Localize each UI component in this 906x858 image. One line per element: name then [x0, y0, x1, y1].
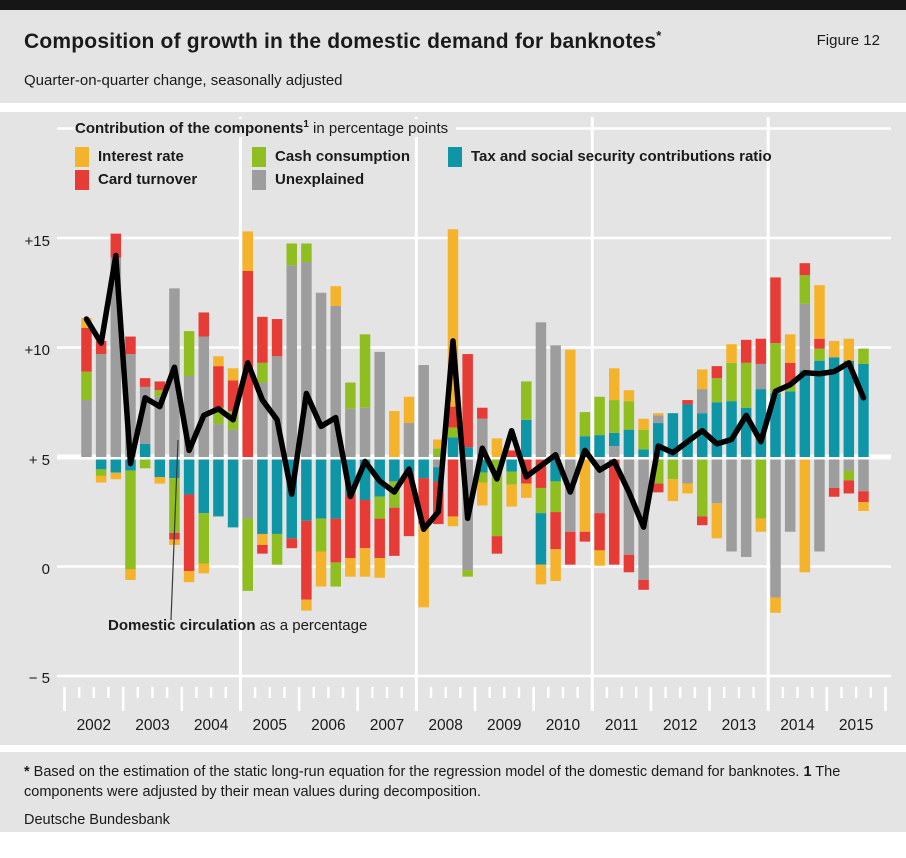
chart-canvas: 2002 2003 2004 2005 2006 2007 2008 2009 2010 2011… [57, 117, 891, 734]
svg-text:2003: 2003 [135, 717, 169, 734]
svg-text:2006: 2006 [311, 717, 345, 734]
legend-item-card-turnover: Card turnover [75, 170, 197, 190]
y-axis-tick-plus5: + 5 [28, 452, 50, 469]
footnote-ref-1: 1 [803, 764, 812, 780]
svg-text:2008: 2008 [428, 717, 462, 734]
figure-number-label: Figure 12 [816, 32, 880, 49]
legend-item-interest-rate: Interest rate [75, 147, 184, 167]
footnote-star: * [24, 764, 30, 780]
y-axis-tick-minus5: − 5 [28, 670, 50, 687]
chart-header: Composition of growth in the domestic de… [0, 10, 906, 103]
svg-text:2011: 2011 [605, 717, 638, 734]
legend-label: Unexplained [275, 170, 365, 188]
y-axis-tick-plus15: +15 [24, 233, 50, 250]
footnote-block: * Based on the estimation of the static … [0, 752, 906, 832]
footnote-part1: Based on the estimation of the static lo… [29, 764, 804, 780]
annotation-rest: as a percentage [255, 617, 368, 634]
top-divider-bar [0, 0, 906, 10]
title-text: Composition of growth in the domestic de… [24, 30, 657, 53]
legend-item-unexplained: Unexplained [252, 170, 364, 190]
title-asterisk: * [656, 28, 662, 43]
chart-panel: 2002 2003 2004 2005 2006 2007 2008 2009 2010 2011… [0, 112, 906, 796]
svg-text:2007: 2007 [370, 717, 404, 734]
source-label: Deutsche Bundesbank [24, 812, 170, 828]
svg-text:2015: 2015 [839, 717, 873, 734]
svg-text:2010: 2010 [546, 717, 581, 734]
y-axis-tick-zero: 0 [41, 561, 50, 578]
legend-label: Interest rate [98, 147, 184, 165]
footnote-part2: The components were adjusted by their me… [24, 764, 841, 800]
svg-text:2004: 2004 [194, 717, 229, 734]
legend-item-tax-ratio: Tax and social security contributions ra… [448, 147, 772, 167]
svg-text:2005: 2005 [252, 717, 286, 734]
chart-subtitle: Quarter-on-quarter change, seasonally ad… [24, 72, 343, 89]
svg-text:2002: 2002 [77, 717, 111, 734]
annotation-bold: Domestic circulation [108, 617, 256, 634]
legend-label: Card turnover [98, 170, 198, 188]
svg-text:2013: 2013 [722, 717, 756, 734]
legend-label: Cash consumption [275, 147, 411, 165]
svg-text:2012: 2012 [663, 717, 697, 734]
unexplained-swatch [252, 170, 266, 190]
legend-item-cash-consumption: Cash consumption [252, 147, 410, 167]
y-axis-tick-plus10: +10 [24, 342, 50, 359]
tax-ratio-swatch [448, 147, 462, 167]
cash-consumption-swatch [252, 147, 266, 167]
legend-title: Contribution of the components1 in perce… [75, 119, 457, 137]
footnote-text: * Based on the estimation of the static … [0, 752, 906, 802]
legend-title-footnote-ref: 1 [303, 119, 309, 130]
svg-text:2014: 2014 [780, 717, 815, 734]
legend-title-bold: Contribution of the components [75, 120, 304, 137]
svg-text:2009: 2009 [487, 717, 521, 734]
legend-label: Tax and social security contributions ra… [471, 147, 772, 165]
interest-rate-swatch [75, 147, 89, 167]
legend-title-rest: in percentage points [308, 120, 449, 137]
page-title: Composition of growth in the domestic de… [24, 28, 662, 54]
card-turnover-swatch [75, 170, 89, 190]
line-series-annotation: Domestic circulation as a percentage [108, 617, 367, 634]
